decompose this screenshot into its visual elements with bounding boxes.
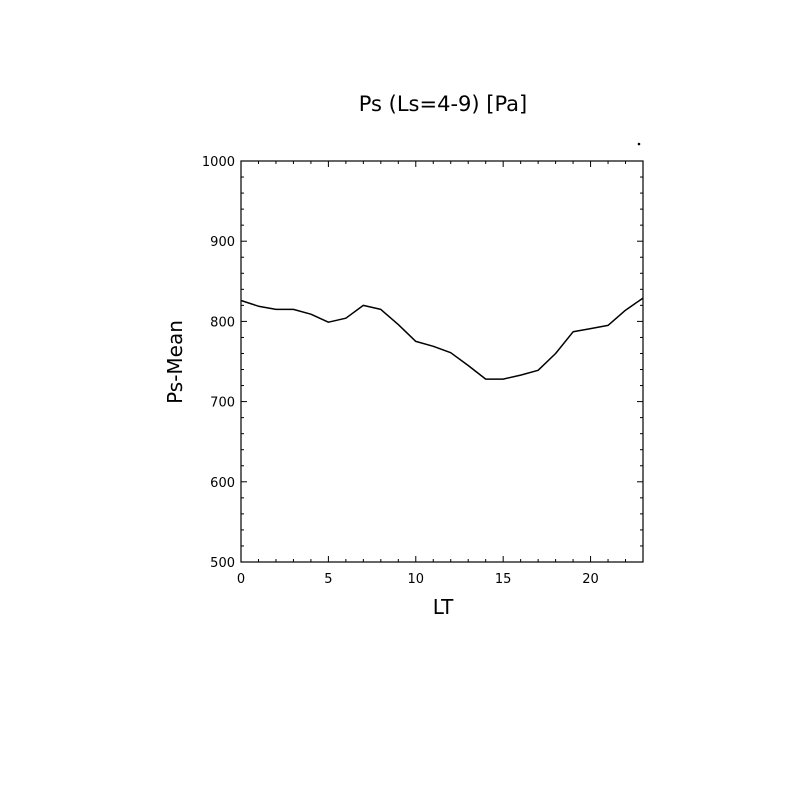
corner-dot: [637, 142, 641, 146]
x-axis-label: LT: [433, 595, 454, 619]
plot-border: [240, 160, 644, 563]
x-tick-label: 5: [324, 572, 332, 587]
y-tick-label: 600: [210, 476, 235, 491]
x-axis-ticks: 0 5 10 15 20: [237, 161, 644, 587]
x-tick-label: 15: [495, 572, 512, 587]
y-axis-ticks: 500 600 700 800 900 1000: [202, 155, 643, 571]
chart-title: Ps (Ls=4-9) [Pa]: [359, 92, 527, 116]
x-tick-label: 0: [237, 572, 245, 587]
plot-frame: [240, 160, 644, 563]
x-tick-label: 10: [408, 572, 425, 587]
y-tick-label: 1000: [202, 155, 235, 170]
y-tick-label: 700: [210, 396, 235, 411]
series-line: [240, 297, 644, 380]
y-tick-label: 500: [210, 556, 235, 571]
series-group: [240, 297, 644, 380]
y-tick-label: 800: [210, 315, 235, 330]
x-tick-label: 20: [582, 572, 599, 587]
y-tick-label: 900: [210, 235, 235, 250]
y-axis-label: Ps-Mean: [163, 320, 187, 404]
